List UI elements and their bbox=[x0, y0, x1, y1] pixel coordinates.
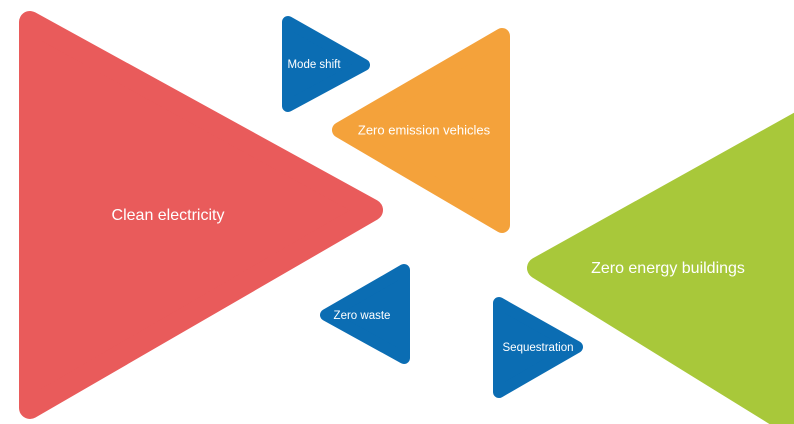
triangle-blue bbox=[282, 16, 370, 112]
triangle-red bbox=[19, 11, 383, 419]
triangle-blue bbox=[320, 264, 410, 364]
node-label: Mode shift bbox=[287, 59, 341, 71]
node-label: Sequestration bbox=[503, 342, 574, 354]
triangle-green bbox=[527, 112, 794, 424]
node-label: Zero energy buildings bbox=[591, 260, 745, 277]
node-label: Clean electricity bbox=[112, 207, 225, 224]
triangle-orange bbox=[332, 28, 510, 233]
triangle-blue bbox=[493, 297, 583, 398]
node-label: Zero emission vehicles bbox=[358, 122, 491, 137]
node-label: Zero waste bbox=[334, 310, 391, 322]
